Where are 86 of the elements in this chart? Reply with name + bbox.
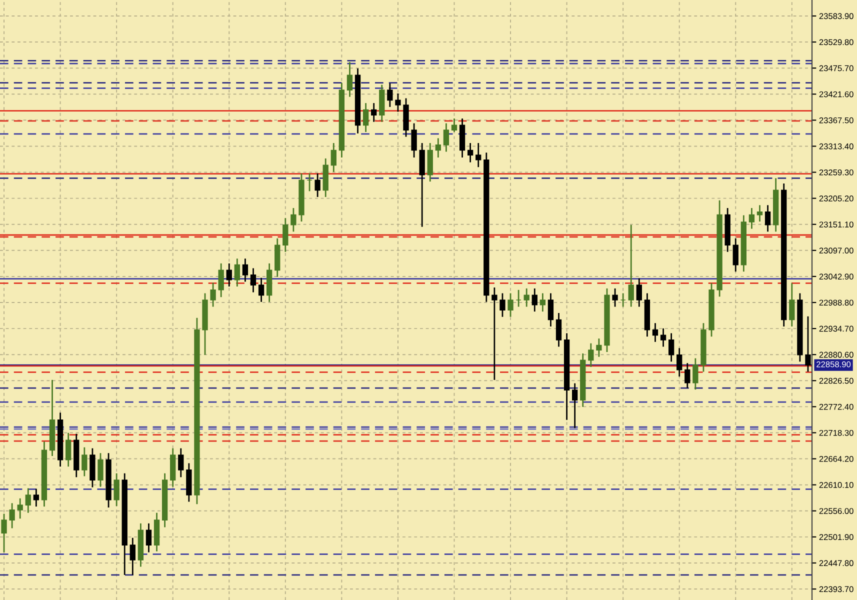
candlestick: [596, 338, 602, 358]
candlestick: [234, 258, 240, 288]
candlestick: [290, 207, 296, 232]
candlestick: [467, 142, 474, 163]
y-tick-label: 22447.80: [819, 560, 854, 566]
y-tick-label: 23583.90: [819, 13, 854, 20]
candlestick: [146, 522, 152, 553]
candlestick: [282, 217, 288, 253]
candlestick: [258, 277, 264, 303]
candlestick: [492, 286, 498, 381]
candlestick: [500, 292, 506, 318]
y-tick-label: 23313.40: [819, 143, 854, 150]
candlestick: [684, 362, 690, 389]
candlestick: [668, 332, 674, 362]
candlestick: [82, 446, 88, 477]
candlestick: [516, 289, 522, 308]
y-tick-label: 22880.60: [819, 352, 854, 358]
candlestick: [628, 224, 634, 308]
candlestick: [636, 278, 642, 308]
candlestick: [652, 322, 658, 343]
candlestick: [178, 448, 184, 478]
candlestick: [532, 288, 538, 312]
candlestick: [660, 328, 666, 348]
y-tick-label: 22718.30: [819, 430, 854, 436]
candlestick: [250, 268, 256, 293]
candlestick: [218, 262, 224, 298]
candlestick: [17, 498, 23, 520]
candlestick: [411, 122, 417, 158]
candlestick: [98, 452, 104, 488]
candlestick: [226, 262, 232, 288]
candlestick: [242, 258, 248, 282]
candlestick: [371, 102, 377, 123]
candlestick: [25, 488, 31, 514]
candlestick: [620, 292, 626, 308]
candlestick: [612, 288, 618, 308]
y-tick-label: 23205.20: [819, 196, 854, 202]
y-tick-label: 23097.00: [819, 248, 854, 254]
y-tick-label: 23151.10: [819, 222, 854, 228]
candlestick: [306, 172, 312, 192]
candlestick: [756, 204, 763, 222]
candlestick: [548, 292, 554, 328]
candlestick: [451, 118, 458, 133]
candlestick: [764, 204, 771, 232]
y-tick-label: 23421.60: [819, 91, 854, 98]
y-tick-label: 22393.70: [819, 586, 854, 592]
y-tick-label: 23475.70: [819, 65, 854, 72]
candlestick: [676, 347, 682, 378]
y-tick-label: 23529.80: [819, 39, 854, 46]
candlestick: [346, 61, 353, 98]
candlestick: [387, 82, 393, 108]
candlestick: [9, 502, 15, 529]
candlestick: [556, 312, 562, 348]
candlestick: [395, 92, 401, 112]
candlestick: [476, 142, 482, 168]
candlestick: [362, 102, 369, 133]
candlestick: [732, 238, 738, 272]
y-tick-label: 22934.70: [819, 326, 854, 332]
candlestick: [435, 138, 441, 158]
y-tick-label: 23367.50: [819, 117, 854, 124]
y-tick-label: 22556.00: [819, 508, 854, 514]
candlestick: [572, 382, 578, 429]
candlestick: [524, 288, 530, 308]
y-tick-label: 22501.90: [819, 534, 854, 540]
y-tick-label: 22610.10: [819, 482, 854, 488]
y-tick-label: 22772.40: [819, 404, 854, 410]
candlestick: [1, 513, 7, 553]
candlestick: [330, 142, 336, 173]
candlestick: [748, 207, 755, 230]
candlestick: [508, 292, 514, 318]
y-tick-label: 23259.30: [819, 169, 854, 176]
y-tick-label: 22826.50: [819, 378, 854, 384]
candlestick: [114, 472, 120, 507]
candlestick: [314, 172, 320, 198]
candlestick: [210, 282, 216, 308]
candlestick: [540, 292, 546, 312]
candlestick: [33, 488, 40, 508]
y-tick-label: 22988.80: [819, 300, 854, 306]
candlestick: [130, 537, 136, 576]
candlestick: [588, 342, 594, 368]
candlestick: [443, 122, 450, 152]
y-tick-label: 22664.20: [819, 456, 854, 462]
candlestick: [789, 282, 795, 328]
y-tick-label: 23042.90: [819, 274, 854, 280]
ref-line-label: 22858.90: [816, 361, 851, 368]
candlestick: [66, 432, 72, 468]
candlestick: [692, 358, 698, 390]
